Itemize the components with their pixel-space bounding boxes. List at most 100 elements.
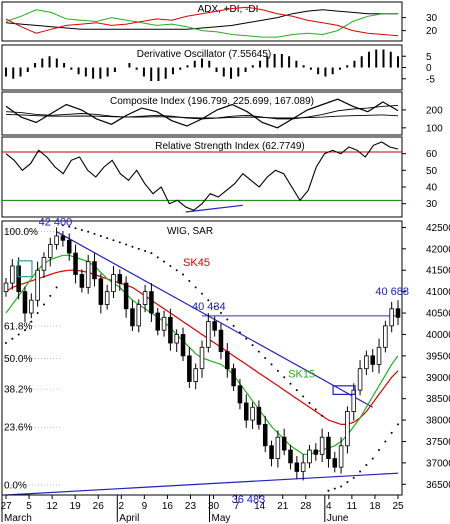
sar-dot — [302, 395, 305, 398]
sar-dot — [74, 227, 77, 230]
x-tick-label: 12 — [47, 501, 59, 512]
last-high-label: 40 688 — [375, 286, 409, 298]
sar-dot — [270, 363, 273, 366]
candle-body — [10, 265, 15, 284]
sk45-label: SK45 — [183, 257, 210, 269]
wig-tick-label: 39000 — [426, 373, 450, 384]
wig-tick-label: 37500 — [426, 437, 450, 448]
sar-dot — [106, 237, 109, 240]
x-tick-label: 26 — [93, 501, 105, 512]
fib-level-label: 50.0% — [4, 354, 32, 365]
x-tick-label: 9 — [142, 501, 148, 512]
wig-tick-label: 38000 — [426, 416, 450, 427]
wig-tick-label: 40000 — [426, 330, 450, 341]
candle-body — [174, 334, 179, 344]
do-tick-label: -5 — [426, 74, 435, 85]
candle-body — [73, 252, 78, 275]
month-label: March — [4, 513, 32, 524]
candle-body — [288, 449, 293, 464]
wig-panel-title: WIG, SAR — [167, 226, 213, 237]
sar-dot — [93, 232, 96, 235]
candle-body — [237, 385, 243, 404]
wig-tick-label: 37000 — [426, 458, 450, 469]
sar-dot — [264, 357, 267, 359]
candle-body — [123, 282, 129, 310]
candle-body — [313, 449, 319, 455]
candle-body — [357, 368, 363, 391]
candle-body — [383, 325, 388, 348]
do-tick-label: 5 — [426, 52, 432, 63]
candle-body — [35, 269, 40, 301]
composite-avg1-line — [5, 104, 399, 120]
candle-body — [243, 402, 249, 421]
sar-dot — [276, 369, 279, 372]
candle-body — [376, 346, 382, 365]
candle-body — [111, 274, 116, 293]
sar-dot — [238, 331, 241, 334]
sar-dot — [5, 342, 7, 345]
sar-dot — [17, 333, 20, 336]
candle-body — [275, 436, 281, 460]
plus-di-line — [5, 9, 398, 38]
candle-body — [60, 235, 66, 241]
rsi-tick-label: 50 — [426, 166, 438, 177]
sar-dot — [333, 487, 336, 490]
candle-body — [300, 462, 306, 472]
do-tick-label: 0 — [426, 63, 432, 74]
wig-tick-label: 41000 — [426, 287, 450, 298]
candle-body — [54, 235, 59, 245]
rsi-tick-label: 30 — [426, 199, 438, 210]
sar-dot — [232, 324, 235, 327]
x-tick-label: 18 — [369, 501, 381, 512]
sar-dot — [99, 234, 102, 237]
candle-body — [307, 449, 312, 464]
candle-body — [136, 304, 142, 327]
support-trend-line — [5, 472, 399, 496]
candle-body — [326, 436, 331, 460]
sar-dot — [137, 247, 140, 250]
x-tick-label: 25 — [392, 501, 404, 512]
wig-tick-label: 36500 — [426, 480, 450, 491]
candle-body — [187, 355, 192, 382]
sar-dot — [390, 431, 393, 434]
wig-tick-label: 39500 — [426, 351, 450, 362]
sar-dot — [213, 305, 216, 308]
candle-body — [16, 265, 21, 293]
sar-dot — [359, 470, 362, 473]
adx-tick-label: 20 — [426, 26, 438, 37]
fib-level-label: 100.0% — [4, 227, 38, 238]
sar-dot — [163, 260, 166, 263]
sar-dot — [289, 382, 292, 385]
x-tick-label: 30 — [208, 501, 220, 512]
candle-body — [98, 278, 104, 305]
sar-dot — [36, 312, 39, 315]
candle-body — [364, 355, 369, 370]
candle-body — [130, 308, 135, 327]
rsi-line — [5, 141, 399, 211]
x-tick-label: 28 — [300, 501, 312, 512]
candle-body — [250, 406, 255, 421]
candle-body — [117, 274, 123, 284]
rsi-tick-label: 60 — [426, 149, 438, 160]
month-label: April — [119, 513, 139, 524]
candle-body — [281, 436, 287, 451]
sar-dot — [352, 476, 355, 479]
derivative-oscillator-panel: Derivative Oscillator (7.55645) -505 — [1, 44, 435, 91]
candle-body — [332, 458, 338, 468]
ci-tick-label: 200 — [426, 105, 443, 116]
sk45-line — [5, 269, 399, 425]
month-label: May — [212, 513, 231, 524]
fib-level-label: 23.6% — [4, 423, 32, 434]
sar-dot — [80, 228, 83, 231]
sar-dot — [371, 457, 374, 460]
candle-body — [319, 436, 325, 455]
x-tick-label: 5 — [26, 501, 32, 512]
candle-body — [370, 355, 375, 365]
sar-dot — [219, 312, 222, 315]
candle-body — [22, 291, 28, 314]
sar-dot — [314, 408, 317, 411]
wig-tick-label: 42000 — [426, 244, 450, 255]
rsi-panel: Relative Strength Index (62.7749) 30 40 50… — [1, 136, 438, 218]
candle-body — [212, 321, 217, 331]
sar-dot — [182, 273, 185, 276]
